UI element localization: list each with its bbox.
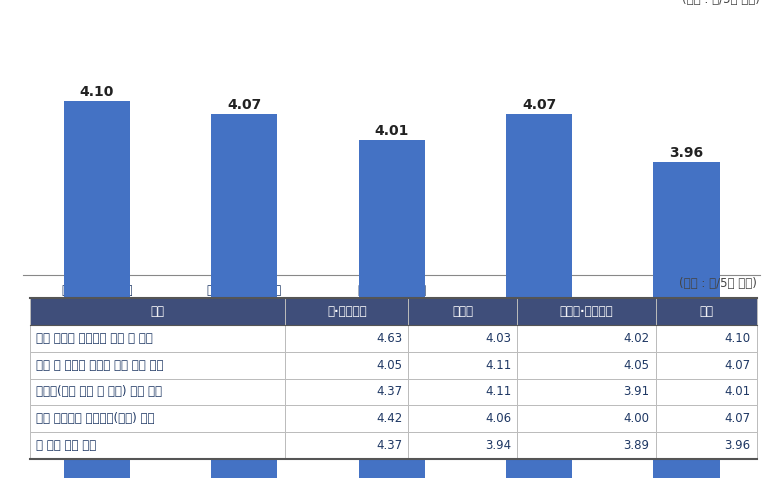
Bar <box>285 352 409 379</box>
Text: 4.07: 4.07 <box>227 98 261 112</box>
Bar <box>656 405 756 432</box>
Text: 4.37: 4.37 <box>376 439 402 452</box>
Bar <box>31 432 285 459</box>
Bar <box>285 432 409 459</box>
Text: 4.00: 4.00 <box>624 412 650 425</box>
Text: 4.10: 4.10 <box>725 332 751 345</box>
Text: 4.01: 4.01 <box>725 385 751 399</box>
Bar <box>517 405 656 432</box>
Bar <box>409 405 517 432</box>
Bar <box>517 432 656 459</box>
Text: 대·중견기업: 대·중견기업 <box>327 305 366 318</box>
Text: 4.11: 4.11 <box>485 385 511 399</box>
Text: 3.96: 3.96 <box>670 146 703 160</box>
Bar <box>285 298 409 325</box>
Bar <box>31 325 285 352</box>
Text: 4.01: 4.01 <box>375 124 409 138</box>
Bar <box>211 114 277 478</box>
Text: 4.06: 4.06 <box>485 412 511 425</box>
Bar <box>654 162 720 478</box>
Text: 4.11: 4.11 <box>485 358 511 372</box>
Bar <box>64 101 130 478</box>
Text: 제품 및 서비스 제공을 위한 시장 확대: 제품 및 서비스 제공을 위한 시장 확대 <box>36 358 164 372</box>
Text: 종합: 종합 <box>699 305 713 318</box>
Bar <box>409 379 517 405</box>
Bar <box>285 325 409 352</box>
Text: (단위 : 점/5점 척도): (단위 : 점/5점 척도) <box>683 0 760 7</box>
Text: 4.03: 4.03 <box>485 332 511 345</box>
Text: 4.37: 4.37 <box>376 385 402 399</box>
Text: 4.07: 4.07 <box>725 358 751 372</box>
Bar <box>656 298 756 325</box>
Text: 4.10: 4.10 <box>80 85 114 98</box>
Text: 4.42: 4.42 <box>376 412 402 425</box>
Bar <box>517 298 656 325</box>
Text: 구분: 구분 <box>151 305 164 318</box>
Text: 3.91: 3.91 <box>624 385 650 399</box>
Text: 4.07: 4.07 <box>522 98 556 112</box>
Text: 소기업·소상공인: 소기업·소상공인 <box>560 305 613 318</box>
Bar <box>285 405 409 432</box>
Bar <box>31 379 285 405</box>
Text: 법 또는 제도 정비: 법 또는 제도 정비 <box>36 439 97 452</box>
Bar <box>506 114 572 478</box>
Bar <box>31 405 285 432</box>
Bar <box>31 352 285 379</box>
Text: 관련 분야의 전문인력 양성 및 연계: 관련 분야의 전문인력 양성 및 연계 <box>36 332 153 345</box>
Bar <box>656 325 756 352</box>
Text: 중기업: 중기업 <box>452 305 473 318</box>
Bar <box>285 379 409 405</box>
Bar <box>517 325 656 352</box>
Bar <box>656 352 756 379</box>
Text: 4.02: 4.02 <box>624 332 650 345</box>
Bar <box>517 352 656 379</box>
Text: 3.96: 3.96 <box>725 439 751 452</box>
Text: 3.89: 3.89 <box>624 439 650 452</box>
Bar <box>409 325 517 352</box>
Bar <box>409 298 517 325</box>
Bar <box>517 379 656 405</box>
Bar <box>359 141 425 478</box>
Bar <box>656 379 756 405</box>
Text: 4.63: 4.63 <box>376 332 402 345</box>
Text: 4.05: 4.05 <box>624 358 650 372</box>
Text: 관련 기관과의 네트워크(연계) 촉진: 관련 기관과의 네트워크(연계) 촉진 <box>36 412 155 425</box>
Text: (단위 : 점/5점 척도): (단위 : 점/5점 척도) <box>679 277 756 290</box>
Text: 4.05: 4.05 <box>376 358 402 372</box>
Text: 3.94: 3.94 <box>485 439 511 452</box>
Text: 인프라(관련 정보 및 시설) 지원 확대: 인프라(관련 정보 및 시설) 지원 확대 <box>36 385 162 399</box>
Bar <box>656 432 756 459</box>
Bar <box>409 352 517 379</box>
Text: 4.07: 4.07 <box>725 412 751 425</box>
Bar <box>409 432 517 459</box>
Bar <box>31 298 285 325</box>
